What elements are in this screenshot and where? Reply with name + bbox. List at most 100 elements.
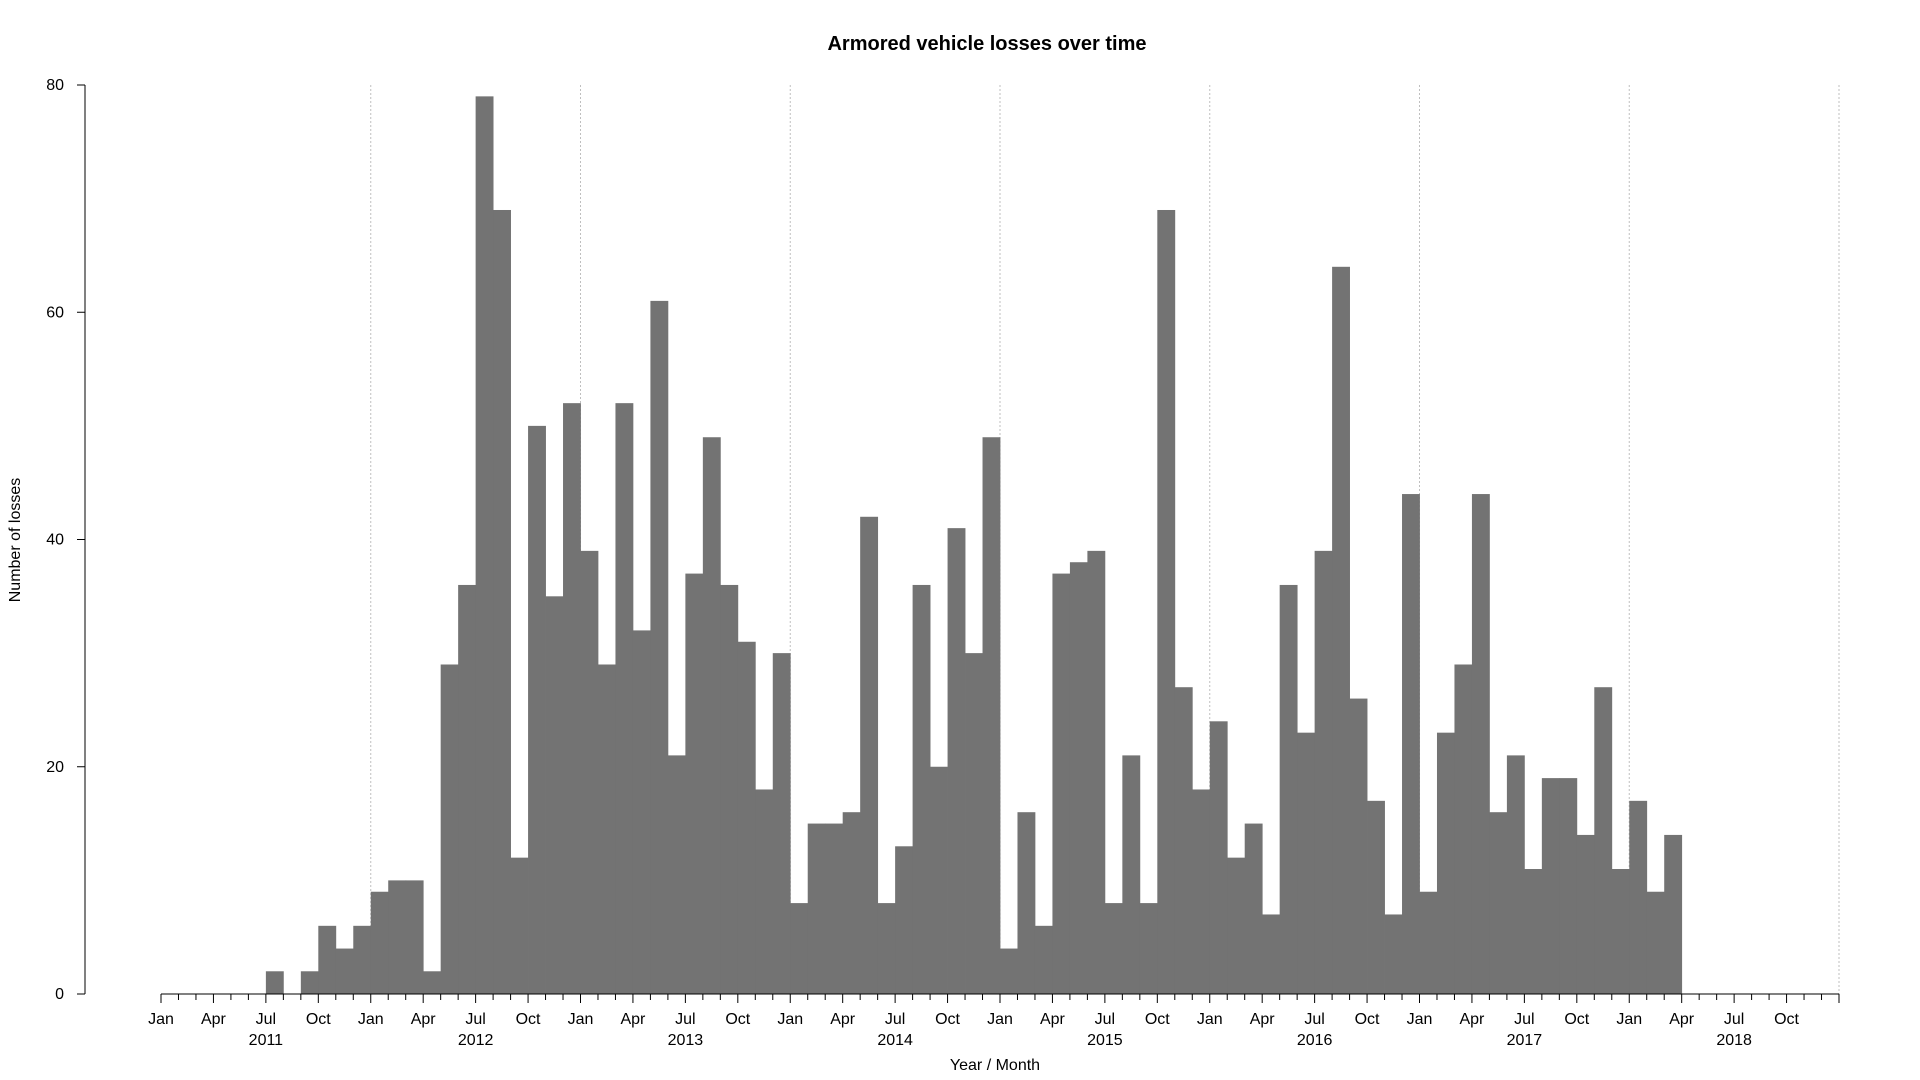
bars bbox=[265, 96, 1683, 995]
x-year-label: 2016 bbox=[1297, 1032, 1333, 1049]
bar bbox=[807, 823, 826, 994]
x-ticks: Jan Apr Jul Oct Jan Apr Jul Oct Jan Apr Jul Oct Jan A… bbox=[148, 994, 1840, 1049]
bar bbox=[1017, 812, 1036, 994]
bar bbox=[1034, 925, 1053, 994]
x-month-label: Oct bbox=[1564, 1011, 1589, 1028]
bar bbox=[563, 403, 581, 994]
x-month-label: Oct bbox=[725, 1011, 750, 1028]
x-month-label: Jul bbox=[465, 1011, 485, 1028]
x-month-label: Jan bbox=[1407, 1011, 1433, 1028]
y-ticks: 0 20 40 60 80 bbox=[46, 77, 85, 1003]
bar bbox=[1629, 800, 1648, 994]
bar bbox=[877, 903, 896, 994]
x-axis-label: Year / Month bbox=[950, 1057, 1040, 1074]
bar bbox=[860, 516, 879, 994]
bar bbox=[1000, 948, 1018, 994]
bar bbox=[1297, 732, 1316, 994]
x-month-label: Oct bbox=[1355, 1011, 1380, 1028]
bar bbox=[597, 664, 616, 994]
x-month-label: Jul bbox=[1514, 1011, 1534, 1028]
bar bbox=[1664, 834, 1683, 994]
bar bbox=[667, 755, 686, 994]
x-month-label: Jul bbox=[1724, 1011, 1744, 1028]
x-month-label: Jul bbox=[1095, 1011, 1115, 1028]
bar bbox=[1279, 584, 1298, 994]
x-month-label: Oct bbox=[1145, 1011, 1170, 1028]
bar bbox=[353, 925, 372, 994]
x-month-label: Apr bbox=[1250, 1011, 1276, 1028]
bar bbox=[1594, 687, 1613, 994]
y-tick-label: 20 bbox=[46, 759, 64, 776]
bar bbox=[1402, 494, 1420, 994]
bar bbox=[1541, 778, 1560, 994]
x-year-label: 2018 bbox=[1716, 1032, 1752, 1049]
y-tick-label: 80 bbox=[46, 77, 64, 94]
bar bbox=[335, 948, 354, 994]
bar bbox=[300, 971, 319, 994]
bar bbox=[493, 209, 511, 995]
bar bbox=[580, 550, 599, 994]
x-month-label: Apr bbox=[201, 1011, 227, 1028]
bar bbox=[912, 584, 931, 994]
x-year-label: 2014 bbox=[877, 1032, 913, 1049]
bar bbox=[615, 403, 634, 994]
x-month-label: Oct bbox=[1774, 1011, 1799, 1028]
bar bbox=[895, 846, 914, 994]
y-tick-label: 0 bbox=[55, 986, 64, 1003]
x-month-label: Oct bbox=[935, 1011, 960, 1028]
x-month-label: Oct bbox=[516, 1011, 541, 1028]
chart-title: Armored vehicle losses over time bbox=[827, 33, 1146, 55]
x-month-label: Jan bbox=[358, 1011, 384, 1028]
bar bbox=[772, 653, 791, 994]
bar bbox=[1157, 209, 1176, 995]
bar bbox=[825, 823, 844, 994]
x-month-label: Oct bbox=[306, 1011, 331, 1028]
x-month-label: Jul bbox=[1304, 1011, 1324, 1028]
bar bbox=[1332, 266, 1350, 994]
y-tick-label: 60 bbox=[46, 304, 64, 321]
bar bbox=[947, 528, 966, 994]
x-month-label: Jan bbox=[987, 1011, 1013, 1028]
bar bbox=[1454, 664, 1473, 994]
x-year-label: 2012 bbox=[458, 1032, 494, 1049]
bar bbox=[370, 891, 389, 994]
x-month-label: Apr bbox=[620, 1011, 646, 1028]
bar bbox=[1524, 869, 1543, 994]
bar bbox=[265, 971, 284, 994]
bar bbox=[1087, 550, 1106, 994]
bar bbox=[475, 96, 494, 995]
x-month-label: Jul bbox=[256, 1011, 276, 1028]
bar bbox=[930, 766, 948, 994]
x-month-label: Apr bbox=[1669, 1011, 1695, 1028]
bar bbox=[528, 425, 546, 994]
x-month-label: Jan bbox=[148, 1011, 174, 1028]
x-month-label: Jul bbox=[885, 1011, 905, 1028]
x-month-label: Jan bbox=[1197, 1011, 1223, 1028]
bar bbox=[1139, 903, 1158, 994]
y-axis-label: Number of losses bbox=[7, 478, 24, 603]
x-year-label: 2011 bbox=[249, 1032, 284, 1049]
x-month-label: Apr bbox=[830, 1011, 856, 1028]
bar bbox=[405, 880, 424, 994]
x-month-label: Jan bbox=[568, 1011, 594, 1028]
bar bbox=[702, 437, 721, 994]
bar bbox=[1122, 755, 1141, 994]
bar bbox=[423, 971, 442, 994]
bar bbox=[790, 903, 809, 994]
bar bbox=[1244, 823, 1263, 994]
x-month-label: Apr bbox=[1459, 1011, 1485, 1028]
bar bbox=[1471, 494, 1490, 994]
x-month-label: Jan bbox=[1616, 1011, 1642, 1028]
bar bbox=[755, 789, 774, 994]
bar bbox=[632, 630, 651, 994]
bar bbox=[1384, 914, 1403, 994]
y-tick-label: 40 bbox=[46, 532, 64, 549]
bar bbox=[1419, 891, 1438, 994]
bar bbox=[1262, 914, 1281, 994]
bar bbox=[1349, 698, 1368, 994]
bar bbox=[737, 641, 756, 994]
x-year-label: 2017 bbox=[1507, 1032, 1543, 1049]
bar bbox=[1436, 732, 1455, 994]
bar bbox=[1559, 778, 1578, 994]
